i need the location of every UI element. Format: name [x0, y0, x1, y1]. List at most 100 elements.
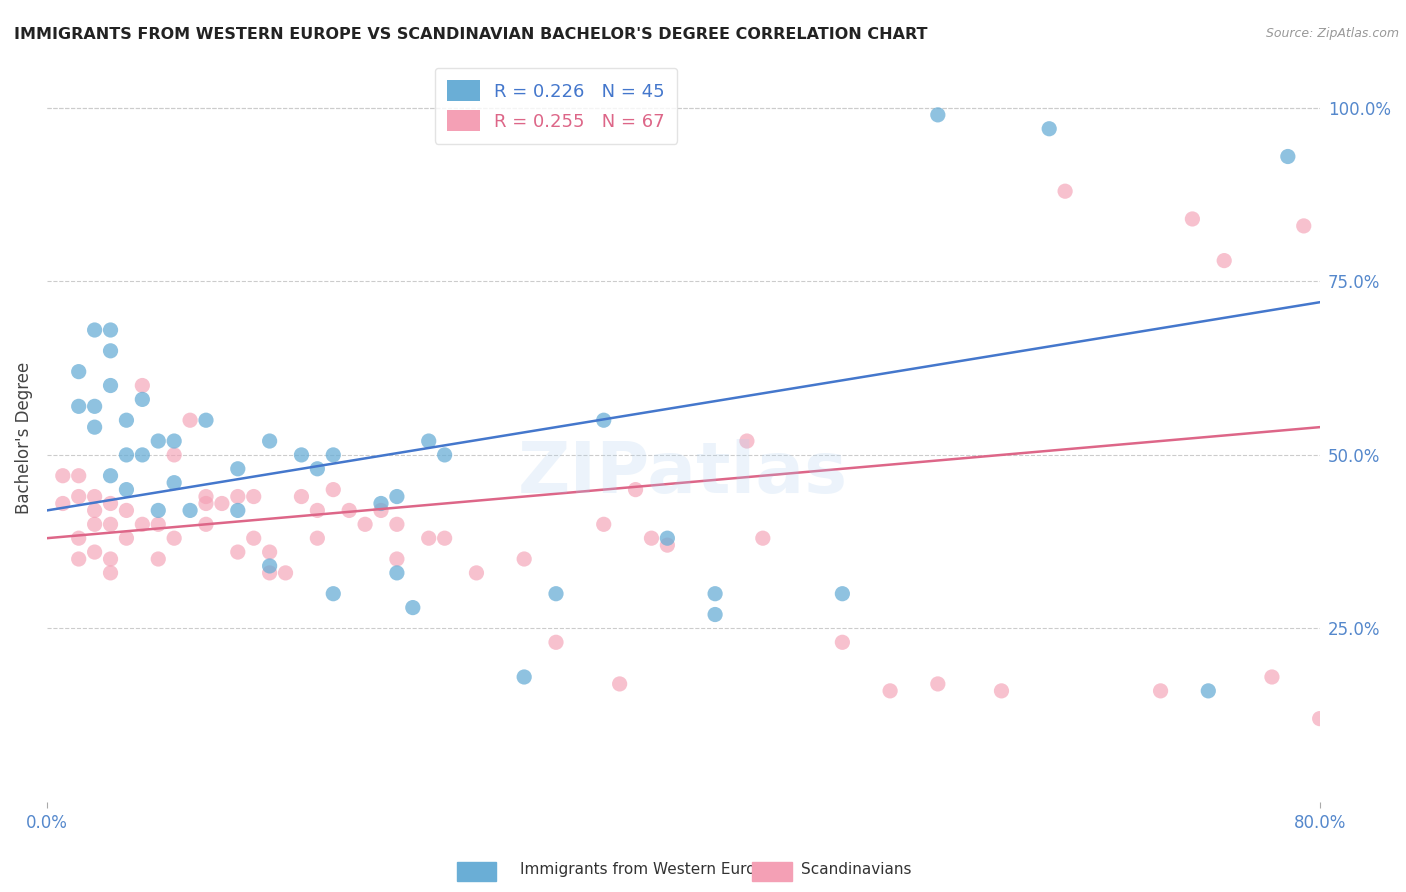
Point [640, 531, 662, 545]
Point [179, 413, 201, 427]
Point [307, 503, 329, 517]
Point [1213, 253, 1236, 268]
Point [83, 490, 105, 504]
Point [100, 323, 122, 337]
Point [100, 517, 122, 532]
Point [752, 531, 775, 545]
Point [195, 496, 218, 510]
Point [67, 468, 90, 483]
Point [67, 400, 90, 414]
Y-axis label: Bachelor's Degree: Bachelor's Degree [15, 361, 32, 514]
Point [242, 490, 264, 504]
Point [83, 517, 105, 532]
Point [370, 503, 392, 517]
Point [259, 434, 281, 448]
Point [544, 587, 567, 601]
Point [67, 365, 90, 379]
Point [131, 448, 153, 462]
Point [1197, 684, 1219, 698]
Point [83, 503, 105, 517]
Point [592, 413, 614, 427]
Point [259, 558, 281, 573]
Point [115, 448, 138, 462]
Point [1261, 670, 1284, 684]
Point [52, 468, 75, 483]
Point [322, 587, 344, 601]
Point [657, 538, 679, 552]
Point [100, 468, 122, 483]
Point [1292, 219, 1315, 233]
Point [115, 413, 138, 427]
Point [195, 413, 218, 427]
Point [433, 531, 456, 545]
Point [385, 490, 408, 504]
Point [83, 420, 105, 434]
Point [1277, 149, 1299, 163]
Text: ZIPatlas: ZIPatlas [519, 440, 848, 508]
Point [226, 462, 249, 476]
Point [100, 496, 122, 510]
Point [290, 448, 312, 462]
Point [163, 448, 186, 462]
Point [274, 566, 297, 580]
Point [148, 552, 170, 566]
Point [385, 517, 408, 532]
Point [163, 475, 186, 490]
Point [148, 517, 170, 532]
Point [100, 566, 122, 580]
Point [163, 531, 186, 545]
Point [307, 531, 329, 545]
Point [290, 490, 312, 504]
Point [879, 684, 901, 698]
Point [624, 483, 647, 497]
Point [322, 483, 344, 497]
Point [354, 517, 377, 532]
Point [1181, 211, 1204, 226]
Point [418, 531, 440, 545]
Point [307, 462, 329, 476]
Point [148, 503, 170, 517]
Point [131, 378, 153, 392]
Point [115, 483, 138, 497]
Point [735, 434, 758, 448]
Point [163, 434, 186, 448]
Point [465, 566, 488, 580]
Point [322, 448, 344, 462]
Point [544, 635, 567, 649]
Point [704, 587, 727, 601]
Point [385, 566, 408, 580]
Point [226, 490, 249, 504]
Point [100, 552, 122, 566]
Point [433, 448, 456, 462]
Point [115, 503, 138, 517]
Text: Immigrants from Western Europe: Immigrants from Western Europe [520, 863, 775, 877]
Point [418, 434, 440, 448]
Point [370, 496, 392, 510]
Point [131, 392, 153, 407]
Text: IMMIGRANTS FROM WESTERN EUROPE VS SCANDINAVIAN BACHELOR'S DEGREE CORRELATION CHA: IMMIGRANTS FROM WESTERN EUROPE VS SCANDI… [14, 27, 928, 42]
Point [211, 496, 233, 510]
Point [513, 670, 536, 684]
Text: Source: ZipAtlas.com: Source: ZipAtlas.com [1265, 27, 1399, 40]
Point [67, 490, 90, 504]
Point [1324, 253, 1347, 268]
Point [195, 517, 218, 532]
Point [83, 323, 105, 337]
Point [67, 552, 90, 566]
Point [927, 677, 949, 691]
Point [226, 503, 249, 517]
Point [927, 108, 949, 122]
Point [100, 343, 122, 358]
Point [513, 552, 536, 566]
Point [657, 531, 679, 545]
Point [990, 684, 1012, 698]
Point [259, 545, 281, 559]
Point [179, 503, 201, 517]
Point [1309, 712, 1331, 726]
Point [259, 566, 281, 580]
Point [1149, 684, 1171, 698]
Point [67, 531, 90, 545]
Point [385, 552, 408, 566]
Point [195, 490, 218, 504]
Point [148, 434, 170, 448]
